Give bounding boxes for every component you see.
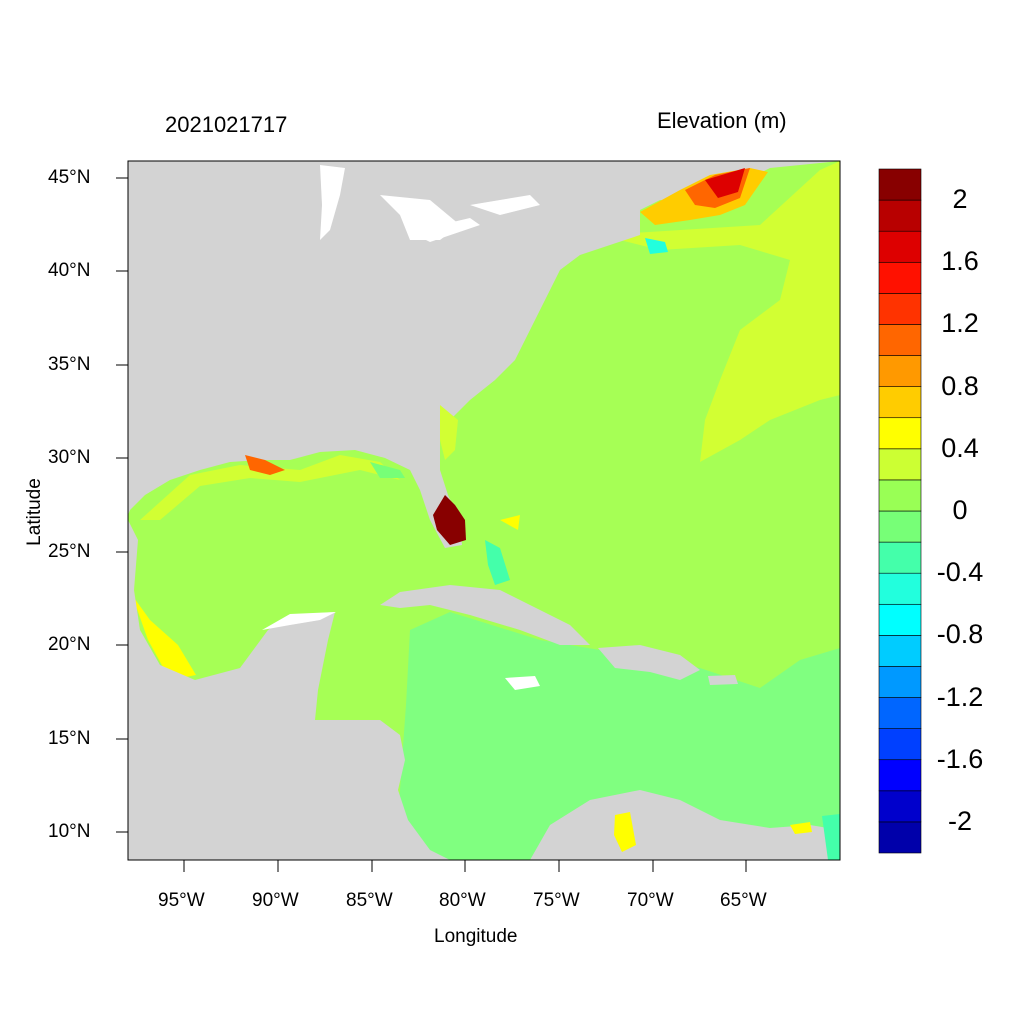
venezuela-coast (790, 822, 812, 834)
island-cuba (380, 585, 590, 645)
colorbar-swatch (878, 728, 922, 761)
florida-surge (433, 495, 466, 545)
land-south-america (530, 790, 840, 860)
y-tick-label: 40°N (48, 260, 91, 281)
colorbar-label: 0.8 (941, 370, 979, 401)
colorbar-label: -1.6 (936, 743, 984, 774)
island-puerto-rico (708, 675, 738, 685)
variable-title: Elevation (m) (657, 108, 787, 133)
land-north-america (128, 161, 840, 548)
colorbar-swatch (878, 603, 922, 636)
x-axis-label: Longitude (434, 926, 518, 947)
y-tick-label: 30°N (48, 447, 91, 468)
map-panel (128, 161, 840, 860)
colorbar-swatch (878, 168, 922, 201)
lake-ontario (470, 195, 540, 215)
colorbar-label: 1.6 (941, 246, 979, 277)
y-ticks (116, 177, 128, 833)
colorbar-swatch (878, 324, 922, 356)
colorbar-swatch (878, 541, 922, 574)
island-hispaniola (598, 645, 700, 680)
y-tick-label: 45°N (48, 167, 91, 188)
offshore-positive-anomaly (600, 161, 840, 462)
lake-erie (410, 218, 480, 242)
y-tick-label: 20°N (48, 634, 91, 655)
yucatan-coast (262, 612, 336, 630)
colorbar-swatch (878, 230, 922, 263)
colorbar-label: -1.2 (936, 681, 984, 712)
x-tick-label: 65°W (720, 890, 767, 911)
colorbar-swatch (878, 261, 922, 294)
colorbar-swatch (878, 821, 922, 854)
y-axis-label: Latitude (24, 478, 45, 546)
colorbar-swatch (878, 759, 922, 792)
colorbar-swatch (878, 355, 922, 387)
colorbar-swatch (878, 448, 922, 481)
x-ticks (183, 860, 747, 872)
x-tick-label: 90°W (252, 890, 299, 911)
mexico-coast-strip (132, 595, 196, 680)
gulf-maine-surge-inner (705, 168, 745, 198)
x-tick-label: 75°W (533, 890, 580, 911)
colorbar-label: -2 (947, 805, 972, 836)
colorbar-swatch (878, 572, 922, 605)
colorbar-swatch (878, 666, 922, 698)
east-caribbean-edge (822, 814, 840, 860)
colorbar-swatch (878, 635, 922, 667)
caribbean-region (398, 612, 840, 860)
colorbar-label: 1.2 (941, 308, 979, 339)
maracaibo-lake (614, 812, 636, 852)
apalachee-bay (370, 462, 405, 478)
atlantic-coast-strip (440, 405, 458, 460)
date-stamp: 2021021717 (165, 112, 288, 137)
bahamas-bank (485, 540, 510, 585)
colorbar-swatch (878, 479, 922, 512)
x-tick-label: 80°W (439, 890, 486, 911)
colorbar-label: 0.4 (941, 432, 979, 463)
long-island-sound (645, 238, 668, 254)
land-mexico-central-america (128, 520, 450, 860)
colorbar-label: 0 (952, 495, 968, 525)
lake-michigan (320, 165, 345, 240)
louisiana-surge (245, 455, 285, 475)
bahamas-shoal (500, 515, 520, 530)
colorbar-swatch (878, 293, 922, 325)
y-tick-label: 15°N (48, 728, 91, 749)
x-tick-label: 70°W (627, 890, 674, 911)
map-frame (127, 160, 841, 861)
colorbar-swatch (878, 790, 922, 823)
colorbar-swatch (878, 386, 922, 419)
y-tick-label: 35°N (48, 354, 91, 375)
colorbar-label: -0.4 (936, 557, 984, 588)
island-jamaica (505, 676, 540, 690)
gulf-coast-strip (140, 455, 400, 520)
colorbar-label: -0.8 (936, 619, 984, 650)
colorbar-swatch (878, 510, 922, 543)
x-tick-label: 85°W (346, 890, 393, 911)
colorbar (878, 168, 922, 854)
colorbar-swatch (878, 199, 922, 232)
colorbar-swatch (878, 697, 922, 729)
colorbar-swatch (878, 417, 922, 450)
colorbar-label: 2 (952, 184, 968, 215)
y-tick-label: 25°N (48, 541, 91, 562)
x-tick-label: 95°W (158, 890, 205, 911)
y-tick-label: 10°N (48, 821, 91, 842)
